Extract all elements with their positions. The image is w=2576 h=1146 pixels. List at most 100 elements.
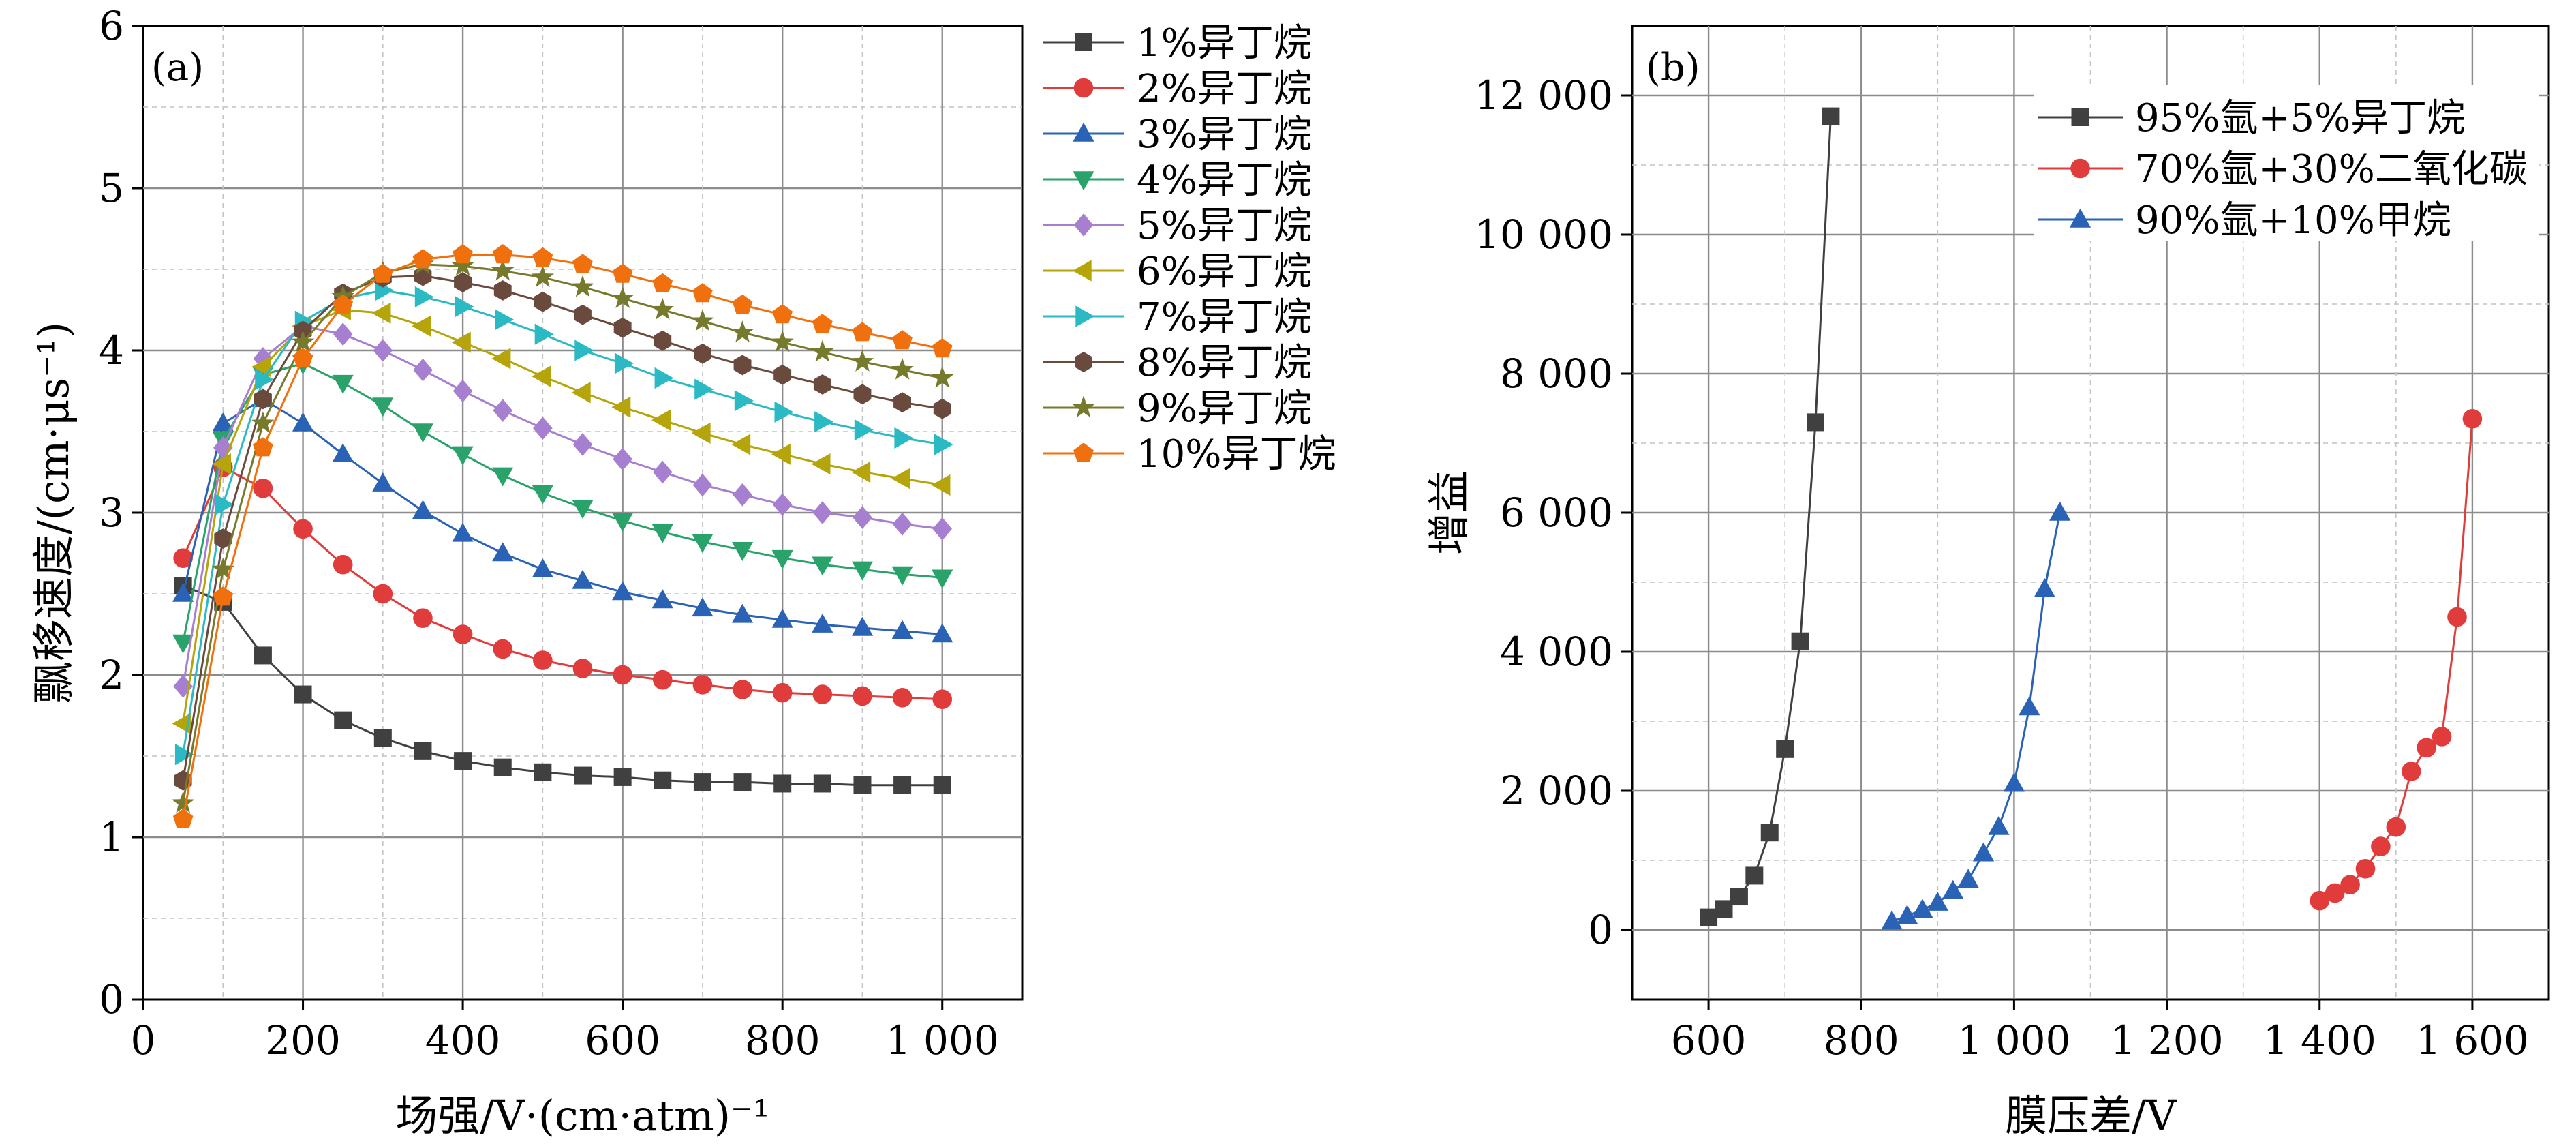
panel-a-series-2-point [453, 624, 473, 644]
panel-a-series-4-point [452, 446, 474, 466]
panel-a-legend-item: 4%异丁烷 [1043, 158, 1312, 202]
panel-a-series-3-point [932, 623, 953, 643]
panel-a-series-2-point [293, 519, 313, 539]
panel-a-x-tick-label: 200 [265, 1017, 341, 1064]
panel-a-series-3-point [492, 542, 514, 562]
panel-a-series-7-point [894, 427, 914, 449]
panel-a-legend-item: 2%异丁烷 [1043, 67, 1312, 111]
panel-b-legend-item: 90%氩+10%甲烷 [2038, 198, 2451, 243]
panel-a-legend-marker [1073, 122, 1094, 142]
panel-a-series-9-point [891, 358, 914, 380]
panel-a-series-6 [172, 299, 951, 734]
panel-a-y-tick-label: 2 [99, 652, 124, 698]
panel-a-series-1-line [183, 584, 942, 787]
panel-a-x-axis-label: 场强/V·(cm·atm)⁻¹ [395, 1091, 769, 1141]
panel-a-series-5-point [613, 447, 632, 471]
panel-a-series-8-point [654, 330, 672, 351]
panel-a-y-tick-label: 4 [99, 327, 124, 374]
panel-a-series-1-point [693, 773, 711, 791]
panel-a-series-10-point [213, 586, 234, 606]
panel-a-series-10-point [292, 348, 313, 367]
panel-a-series-10-point [932, 338, 953, 358]
panel-a-series-2-point [812, 684, 833, 704]
panel-a-series-7-point [774, 401, 794, 423]
panel-a-x-tick-label: 600 [585, 1017, 660, 1064]
panel-b-series-3-point [1881, 910, 1903, 930]
panel-a-series-9-point [771, 330, 794, 352]
panel-a-legend-item: 8%异丁烷 [1043, 341, 1312, 385]
panel-a-series-1-point [493, 758, 512, 776]
panel-a-legend-item: 3%异丁烷 [1043, 112, 1312, 157]
panel-a-series-9-point [291, 330, 315, 352]
panel-a-series-2 [173, 457, 953, 709]
panel-a-series-9-point [251, 411, 275, 434]
panel-a-series-2-point [533, 650, 553, 670]
panel-b-series-1-point [1700, 908, 1718, 926]
panel-a-legend-label: 10%异丁烷 [1137, 432, 1336, 477]
panel-a-series-1-point [613, 768, 632, 786]
panel-a-series-6-point [771, 443, 791, 465]
panel-a-series-10-point [692, 283, 713, 303]
panel-a-series-3-point [692, 597, 714, 617]
panel-a-series-1-point [773, 774, 792, 793]
panel-b-x-tick-label: 1 000 [1957, 1017, 2070, 1064]
panel-a-series-6-point [571, 382, 591, 404]
panel-b-legend-label: 95%氩+5%异丁烷 [2135, 96, 2465, 140]
panel-b-x-tick-label: 600 [1671, 1017, 1747, 1064]
panel-b-series-1-point [1776, 740, 1794, 758]
panel-b-series-2-point [2462, 409, 2483, 429]
panel-a-series-1-point [654, 771, 672, 789]
panel-b-series-2-point [2371, 836, 2391, 856]
panel-a-series-5-point [572, 433, 593, 456]
panel-b-series-layer [1700, 107, 2483, 930]
panel-b-series-3 [1881, 501, 2071, 930]
panel-a-series-1-point [933, 776, 951, 794]
panel-a-series-1-point [813, 774, 831, 793]
panel-a-legend-marker [1073, 78, 1094, 98]
panel-a-series-5-point [213, 436, 233, 459]
panel-a-series-2-point [493, 639, 513, 659]
panel-a-legend-label: 2%异丁烷 [1137, 67, 1312, 111]
panel-b-series-1-point [1791, 632, 1809, 650]
panel-b-x-tick-label: 800 [1824, 1017, 1899, 1064]
panel-b-x-tick-label: 1 200 [2111, 1017, 2224, 1064]
panel-a-series-4-point [891, 566, 913, 586]
panel-a-series-7-point [654, 367, 674, 389]
panel-a-series-10-point [412, 249, 433, 269]
panel-a-series-7-point [934, 434, 953, 455]
panel-a-series-2-point [373, 584, 393, 604]
panel-a-series-5-point [413, 358, 433, 382]
panel-b-series-3-point [1942, 879, 1964, 899]
panel-a-series-8-point [454, 272, 472, 292]
panel-b-legend-marker [2070, 158, 2090, 179]
panel-a-series-9-point [651, 297, 674, 320]
panel-a-series-2-point [853, 686, 872, 706]
panel-b-y-axis-label: 增益 [1424, 470, 1474, 555]
panel-b-series-2-point [2447, 607, 2467, 627]
panel-a-series-5-point [453, 379, 473, 403]
panel-b-series-1-point [1715, 900, 1733, 918]
panel-a-legend-item: 6%异丁烷 [1043, 250, 1312, 294]
panel-b-legend-marker [2071, 108, 2089, 126]
panel-a-y-tick-label: 1 [99, 814, 124, 860]
panel-a-legend-marker [1072, 395, 1095, 418]
panel-a-series-6-point [811, 453, 831, 475]
panel-b-series-2-point [2325, 883, 2345, 903]
panel-a-legend-marker [1073, 213, 1094, 237]
panel-a-series-10-point [453, 244, 473, 264]
panel-a-series-9-point [491, 258, 515, 281]
panel-b-y-tick-label: 6 000 [1500, 489, 1613, 536]
panel-a-series-6-point [851, 461, 871, 483]
panel-a-series-6-point [251, 356, 271, 378]
panel-a-series-3-point [212, 412, 234, 432]
panel-a-series-4-point [172, 634, 194, 654]
panel-a-series-2-point [772, 682, 793, 703]
panel-a-series-7-point [694, 378, 714, 400]
panel-a-y-tick-label: 6 [99, 3, 124, 49]
panel-a-series-8-point [493, 280, 512, 301]
panel-b-legend-label: 90%氩+10%甲烷 [2135, 198, 2451, 243]
panel-a-legend-label: 9%异丁烷 [1137, 387, 1312, 431]
panel-a-series-3-point [292, 412, 314, 432]
panel-a-series-1-point [334, 711, 352, 729]
panel-a-series-3 [172, 388, 953, 643]
